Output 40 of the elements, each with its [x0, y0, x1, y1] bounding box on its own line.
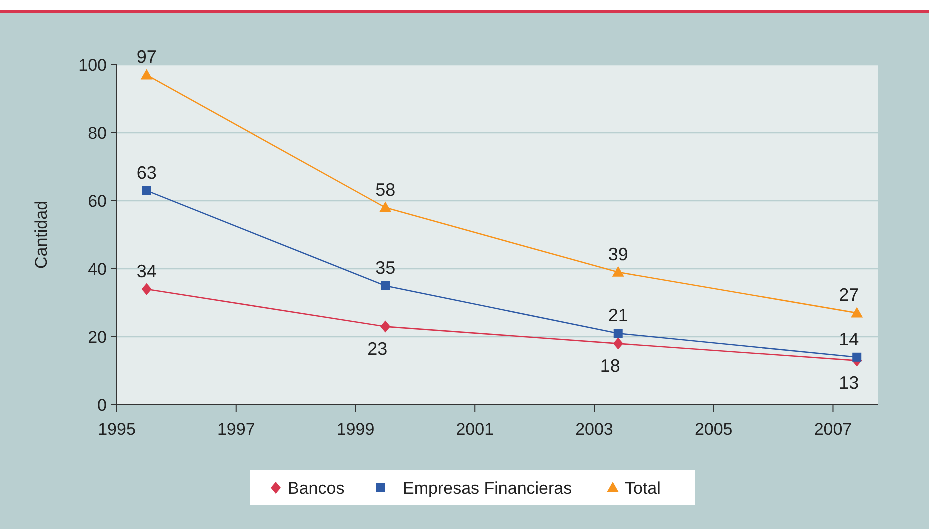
x-tick-label: 2005: [694, 420, 733, 439]
point: [612, 266, 624, 277]
data-label: 34: [136, 261, 157, 282]
point: [142, 283, 152, 296]
data-label: 18: [600, 356, 620, 376]
point: [142, 186, 152, 196]
data-label: 35: [376, 258, 396, 278]
point: [381, 282, 390, 290]
data-label: 21: [608, 306, 628, 326]
point: [380, 320, 391, 333]
data-label: 27: [839, 285, 860, 306]
legend-label: Empresas Financieras: [403, 479, 572, 498]
x-tick-label: 1995: [98, 420, 136, 439]
point: [140, 69, 153, 80]
data-label: 23: [368, 338, 388, 359]
point: [613, 338, 624, 350]
x-tick-label: 1999: [336, 420, 375, 439]
y-axis-title: Cantidad: [32, 200, 51, 270]
y-tick-label: 80: [88, 124, 107, 143]
data-label: 14: [839, 329, 860, 350]
point: [614, 329, 623, 338]
y-tick-label: 20: [88, 328, 107, 347]
legend-label: Total: [625, 479, 661, 498]
y-tick-label: 100: [78, 56, 107, 75]
y-tick-label: 40: [88, 260, 107, 279]
point: [852, 352, 862, 362]
data-label: 13: [839, 372, 860, 393]
x-tick-label: 2001: [456, 420, 494, 439]
y-tick-label: 60: [88, 192, 107, 211]
data-label: 58: [376, 180, 396, 200]
point: [380, 202, 392, 212]
data-label: 97: [136, 47, 157, 68]
y-tick-label: 0: [98, 396, 107, 415]
x-tick-label: 2007: [814, 420, 852, 439]
legend-label: Bancos: [288, 479, 345, 498]
x-tick-label: 2003: [576, 420, 614, 439]
x-tick-label: 1997: [217, 420, 256, 439]
point: [851, 307, 864, 318]
data-label: 39: [608, 244, 628, 264]
data-label: 63: [136, 162, 157, 183]
